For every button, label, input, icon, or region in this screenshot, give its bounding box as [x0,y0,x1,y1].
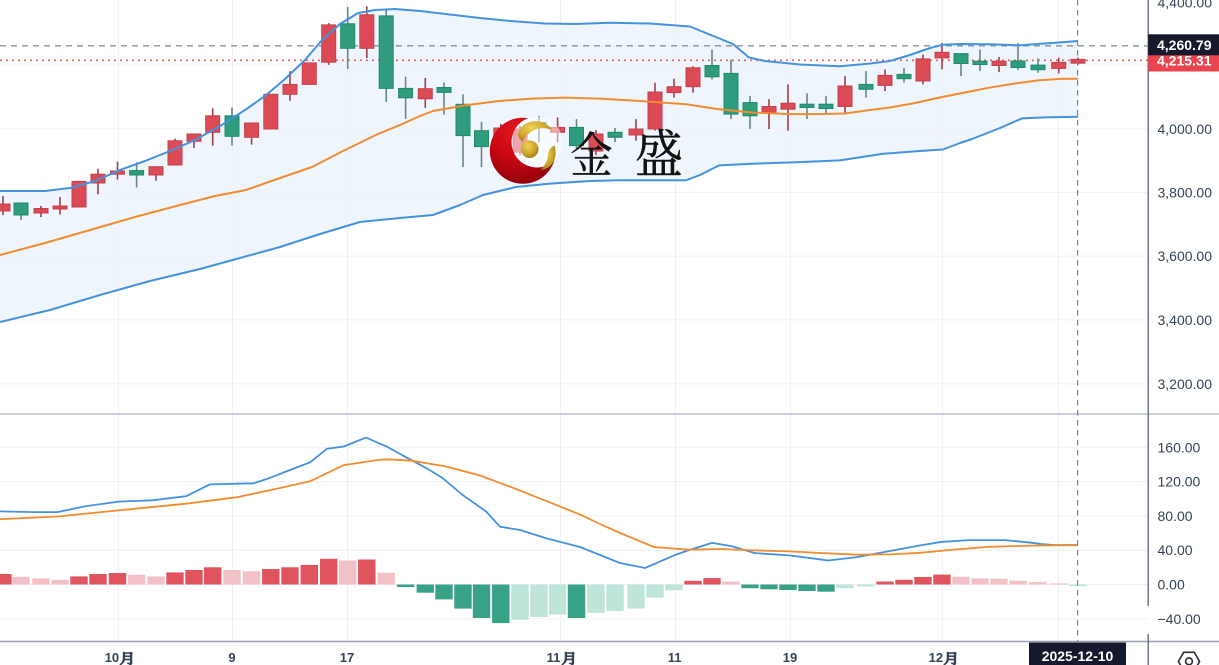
svg-text:4,400.00: 4,400.00 [1158,0,1213,11]
svg-text:4,215.31: 4,215.31 [1157,52,1212,68]
svg-text:4,260.79: 4,260.79 [1157,37,1212,53]
svg-text:9: 9 [228,650,235,665]
svg-text:2025-12-10: 2025-12-10 [1042,648,1114,664]
svg-text:0.00: 0.00 [1158,577,1185,593]
svg-text:19: 19 [783,650,797,665]
svg-text:3,200.00: 3,200.00 [1158,376,1213,392]
svg-text:3,400.00: 3,400.00 [1158,312,1213,328]
svg-text:80.00: 80.00 [1158,508,1193,524]
svg-text:3,800.00: 3,800.00 [1158,184,1213,200]
svg-text:10: 10 [105,650,119,665]
svg-text:12: 12 [929,650,943,665]
svg-text:−40.00: −40.00 [1158,611,1201,627]
svg-text:17: 17 [340,650,354,665]
svg-text:40.00: 40.00 [1158,542,1193,558]
svg-text:120.00: 120.00 [1158,474,1201,490]
svg-text:3,600.00: 3,600.00 [1158,248,1213,264]
svg-text:11: 11 [547,650,561,665]
svg-text:160.00: 160.00 [1158,439,1201,455]
svg-text:4,000.00: 4,000.00 [1158,121,1213,137]
svg-text:11: 11 [668,650,682,665]
